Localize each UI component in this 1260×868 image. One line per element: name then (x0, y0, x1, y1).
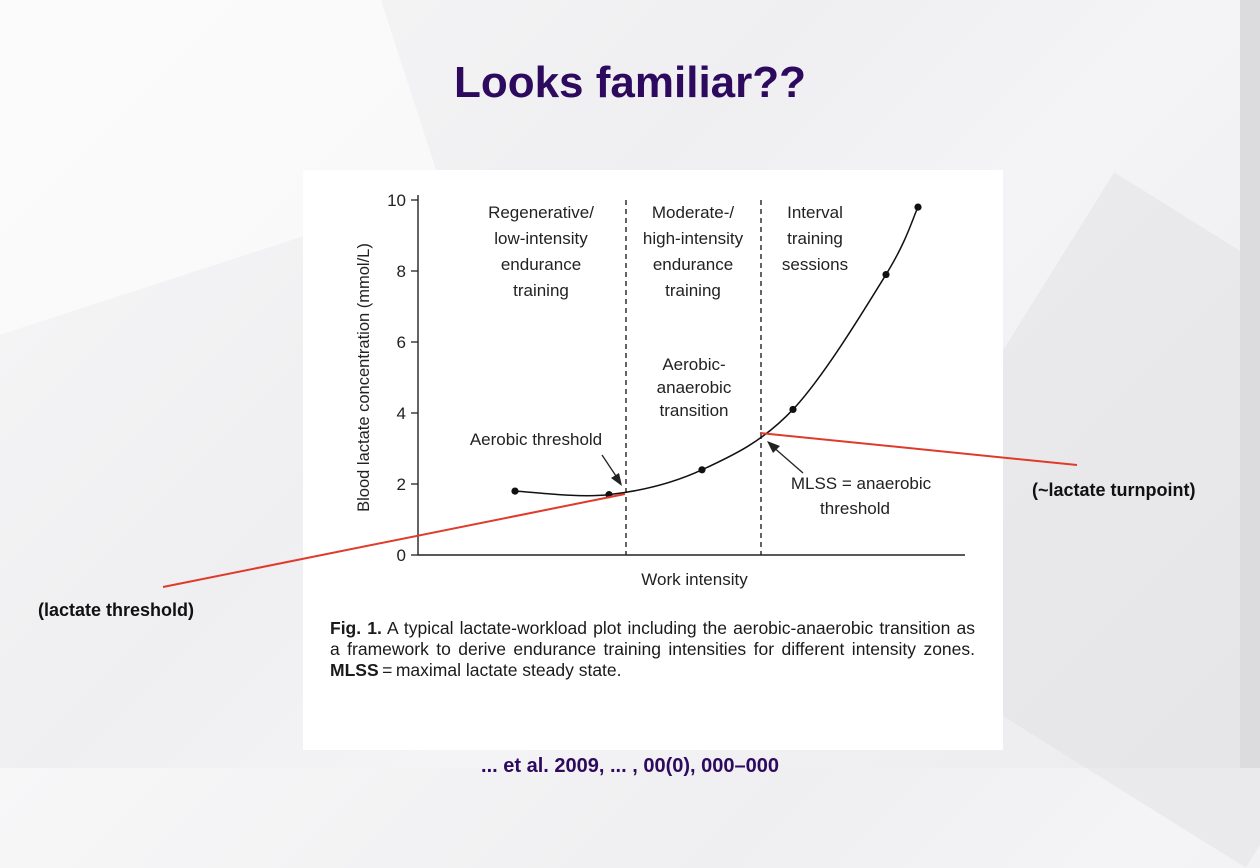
zone-label-line: endurance (653, 255, 733, 274)
zone-label-line: Moderate-/ (652, 203, 734, 222)
aerobic-threshold-label: Aerobic threshold (470, 430, 602, 449)
zone-label-line: high-intensity (643, 229, 744, 248)
mlss-label-line: MLSS = anaerobic (791, 474, 932, 493)
lactate-curve (514, 206, 919, 497)
zone-label-line: training (665, 281, 721, 300)
y-tick-label: 10 (387, 191, 406, 210)
zone-label-line: training (787, 229, 843, 248)
lactate-threshold-label: (lactate threshold) (38, 600, 195, 620)
caption-label: Fig. 1. (330, 618, 382, 638)
y-tick-label: 6 (397, 333, 406, 352)
y-axis-label: Blood lactate concentration (mmol/L) (355, 243, 373, 512)
caption-mlss: MLSS (330, 660, 379, 680)
mlss-arrow (771, 445, 804, 474)
y-tick-label: 4 (397, 404, 406, 423)
transition-label-line: anaerobic (657, 378, 732, 397)
lactate-turnpoint-label: (~lactate turnpoint) (1032, 480, 1196, 500)
zone-label-line: training (513, 281, 569, 300)
transition-label-line: Aerobic- (662, 355, 725, 374)
figure-caption: Fig. 1. A typical lactate-workload plot … (330, 618, 975, 681)
y-tick-label: 2 (397, 475, 406, 494)
data-point (914, 203, 922, 211)
slide-title: Looks familiar?? (453, 58, 807, 107)
lactate-chart: 0 2 4 6 8 10 Blood lactate concentration (mmol… (162, 191, 1078, 589)
data-point (882, 270, 890, 279)
zone-label-line: endurance (501, 255, 581, 274)
aerobic-threshold-arrowhead (611, 473, 622, 486)
footer-reference: ... et al. 2009, ... , 00(0), 000–000 (481, 755, 779, 777)
slide-edge-strip (1240, 0, 1260, 768)
data-point (789, 405, 797, 414)
y-tick-label: 0 (397, 546, 406, 565)
lactate-turnpoint-pointer (759, 432, 1078, 466)
data-point (698, 466, 706, 474)
zone-label-line: Interval (787, 203, 843, 222)
y-tick-label: 8 (397, 262, 406, 281)
x-axis-label: Work intensity (641, 570, 748, 589)
zone-label-line: low-intensity (494, 229, 588, 248)
zone-label-line: sessions (782, 255, 848, 274)
data-point (511, 487, 519, 495)
figure-panel (303, 170, 1003, 750)
lactate-threshold-pointer (162, 493, 626, 588)
caption-text-2: = maximal lactate steady state. (378, 660, 622, 680)
caption-text-1: A typical lactate-workload plot includin… (330, 618, 975, 659)
mlss-label-line: threshold (820, 499, 890, 518)
zone-label-line: Regenerative/ (488, 203, 594, 222)
mlss-arrowhead (767, 441, 780, 453)
transition-label-line: transition (660, 401, 729, 420)
